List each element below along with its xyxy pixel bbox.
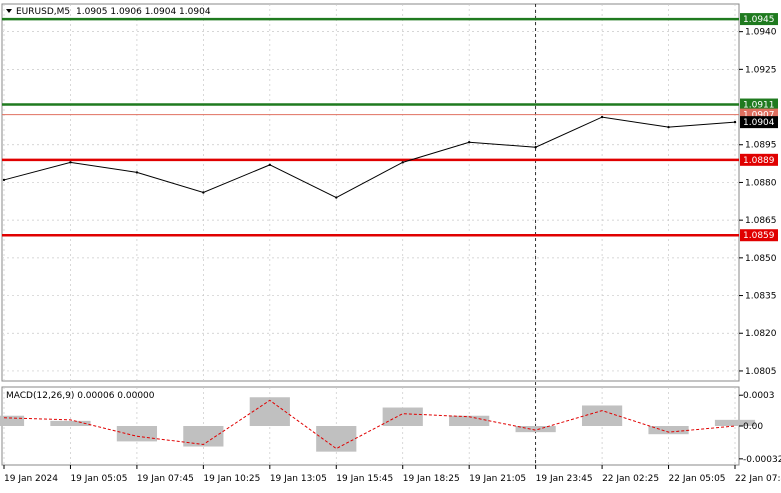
level-price-tag (740, 13, 778, 26)
macd-histogram-bar (183, 426, 224, 447)
level-price-tag (740, 153, 778, 166)
symbol-label: EURUSD,M5 (16, 7, 70, 17)
symbol-header[interactable]: EURUSD,M5 1.0905 1.0906 1.0904 1.0904 (6, 7, 211, 17)
macd-label: MACD(12,26,9) 0.00006 0.00000 (6, 391, 155, 401)
macd-histogram-bar (50, 420, 91, 426)
time-tick-label: 22 Jan 02:25 (602, 474, 659, 484)
macd-signal-line (3, 399, 736, 450)
time-tick-label: 22 Jan 05:05 (669, 474, 726, 484)
price-tick-label: 1.0835 (745, 292, 777, 302)
time-tick-label: 19 Jan 13:05 (270, 474, 327, 484)
macd-histogram-bar (581, 405, 623, 426)
time-tick-label: 19 Jan 15:45 (336, 474, 393, 484)
time-tick-label: 19 Jan 21:05 (469, 474, 526, 484)
chevron-down-icon[interactable] (6, 9, 12, 13)
level-price-label: 1.0889 (743, 156, 775, 166)
level-price-label: 1.0859 (743, 231, 775, 241)
time-tick-label: 19 Jan 2024 (4, 474, 58, 484)
level-price-tag (740, 229, 778, 242)
price-tick-label: 1.0820 (745, 329, 777, 339)
time-tick-label: 19 Jan 07:45 (137, 474, 194, 484)
macd-tick-label: 0.0003 (743, 391, 775, 401)
price-tick-label: 1.0805 (745, 367, 777, 377)
price-tick-label: 1.0895 (745, 141, 777, 151)
level-price-label: 1.0907 (743, 111, 775, 121)
price-series (2, 115, 737, 199)
axes: 1.0940 1.0925 1.0895 1.0880 1.0865 1.0850 1.08… (3, 28, 781, 484)
price-point (202, 191, 205, 194)
price-point (467, 141, 471, 144)
price-point (2, 178, 6, 182)
macd-series (0, 397, 756, 452)
time-tick-label: 19 Jan 18:25 (403, 474, 460, 484)
macd-histogram-bar (249, 397, 290, 426)
price-point (69, 161, 72, 164)
price-point (135, 171, 139, 174)
macd-histogram-bar (382, 407, 423, 426)
time-tick-label: 19 Jan 23:45 (536, 474, 593, 484)
price-tick-label: 1.0865 (745, 216, 777, 226)
macd-histogram-bar (449, 415, 490, 426)
price-tick-label: 1.0850 (745, 254, 777, 264)
price-point (667, 125, 670, 129)
main-panel-frame (1, 3, 740, 382)
macd-histogram-bar (116, 426, 158, 442)
macd-tick-label: -0.00032 (743, 455, 781, 465)
price-point (268, 163, 272, 167)
ohlc-label: 1.0905 1.0906 1.0904 1.0904 (76, 7, 211, 17)
price-point (600, 115, 604, 119)
price-point (401, 161, 404, 164)
macd-tick-label: 0.00 (743, 422, 763, 432)
price-point (534, 146, 537, 149)
macd-histogram-bar (714, 419, 756, 426)
price-point (335, 196, 338, 199)
macd-histogram-bar (515, 426, 556, 433)
price-tick-label: 1.0940 (745, 28, 777, 38)
current-price-label: 1.0904 (743, 118, 775, 128)
time-tick-label: 22 Jan 07:45 (735, 474, 781, 484)
level-price-tag (740, 98, 778, 111)
price-tick-label: 1.0880 (745, 178, 777, 188)
macd-histogram-bar (0, 415, 25, 426)
time-tick-label: 19 Jan 10:25 (203, 474, 260, 484)
macd-histogram-bar (648, 426, 689, 435)
price-tick-label: 1.0925 (745, 65, 777, 75)
level-price-label: 1.0945 (743, 15, 775, 25)
current-price-tag (740, 116, 778, 129)
level-price-label: 1.0911 (743, 101, 775, 111)
price-line (3, 116, 736, 199)
time-tick-label: 19 Jan 05:05 (70, 474, 127, 484)
price-point (733, 120, 737, 124)
